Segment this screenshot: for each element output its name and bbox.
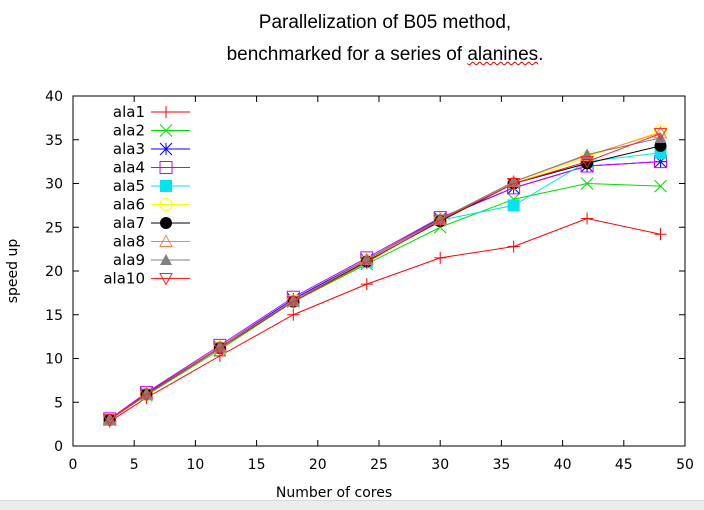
data-point-ala10	[506, 178, 521, 191]
legend-marker	[160, 180, 172, 192]
legend-entry-ala10: ala10	[103, 270, 190, 288]
data-point-ala1	[581, 212, 594, 225]
x-tick-label: 25	[370, 457, 388, 473]
y-tick-label: 10	[45, 352, 63, 368]
legend-marker	[160, 254, 172, 265]
series-line-ala3	[109, 161, 661, 421]
legend-entry-ala8: ala8	[113, 233, 190, 251]
legend-entry-ala2: ala2	[113, 122, 190, 140]
legend-label: ala7	[113, 214, 145, 232]
legend-marker	[159, 142, 173, 156]
legend-label: ala5	[113, 177, 145, 195]
data-point-ala10	[286, 296, 301, 309]
x-tick-label: 35	[492, 457, 510, 473]
legend-label: ala9	[113, 251, 145, 269]
bottom-scrollbar-area	[0, 500, 704, 510]
data-point-ala1	[360, 278, 373, 291]
legend-marker	[159, 161, 173, 174]
y-tick-label: 30	[45, 177, 63, 193]
title-prefix: benchmarked for a series of	[226, 44, 468, 65]
title-misspelled-word: alanines	[467, 44, 539, 65]
legend-label: ala10	[103, 270, 145, 288]
series-line-ala4	[109, 161, 661, 420]
series-line-ala5	[109, 152, 661, 421]
data-point-ala1	[287, 308, 300, 321]
y-tick-label: 40	[45, 89, 63, 105]
legend-entry-ala7: ala7	[113, 214, 190, 232]
data-point-ala10	[213, 342, 227, 356]
legend-label: ala4	[113, 159, 145, 177]
legend-entry-ala5: ala5	[113, 177, 190, 195]
data-point-ala1	[507, 240, 520, 253]
series-ala3	[103, 155, 667, 427]
y-tick-label: 15	[45, 308, 63, 324]
data-point-ala2	[580, 177, 594, 190]
data-point-ala10	[580, 156, 594, 169]
legend-marker	[159, 124, 173, 137]
x-tick-label: 40	[554, 457, 572, 473]
legend-marker	[160, 106, 172, 118]
series-ala1	[103, 212, 667, 428]
x-tick-label: 5	[130, 457, 139, 473]
data-point-ala10	[433, 214, 448, 228]
series-line-ala7	[109, 145, 661, 421]
series-ala7	[103, 139, 667, 426]
data-point-ala5	[507, 199, 520, 212]
legend-label: ala6	[113, 196, 145, 214]
series-line-ala8	[109, 132, 661, 421]
x-tick-label: 45	[615, 457, 633, 473]
data-point-ala10	[102, 414, 117, 427]
title-suffix: .	[538, 44, 544, 65]
y-tick-label: 5	[54, 395, 63, 411]
legend-marker	[159, 198, 173, 211]
x-tick-label: 50	[676, 457, 694, 473]
data-point-ala1	[434, 251, 447, 264]
legend-entry-ala6: ala6	[113, 196, 190, 214]
legend-entry-ala1: ala1	[113, 103, 190, 121]
y-tick-label: 35	[45, 133, 63, 149]
y-tick-label: 20	[45, 264, 63, 280]
chart-title-line1: Parallelization of B05 method,	[258, 12, 512, 33]
series-line-ala6	[109, 130, 661, 421]
data-point-ala1	[654, 228, 667, 241]
series-line-ala2	[109, 182, 661, 421]
chart-title-line2: benchmarked for a series of alanines.	[0, 44, 704, 66]
data-point-ala10	[653, 128, 668, 141]
x-tick-label: 30	[431, 457, 449, 473]
x-tick-label: 10	[186, 457, 204, 473]
y-axis-label: speed up	[5, 239, 21, 304]
legend-marker	[159, 234, 173, 247]
data-point-ala10	[359, 256, 374, 270]
x-axis-label: Number of cores	[276, 485, 392, 501]
series-line-ala9	[109, 137, 661, 421]
series-ala10	[102, 128, 668, 427]
legend-label: ala8	[113, 233, 145, 251]
data-point-ala9	[654, 132, 667, 143]
x-tick-label: 15	[248, 457, 266, 473]
legend-entry-ala3: ala3	[113, 140, 190, 158]
series-ala2	[103, 177, 667, 427]
data-point-ala2	[654, 179, 667, 193]
legend-label: ala3	[113, 140, 145, 158]
series-line-ala10	[109, 133, 661, 421]
legend-entry-ala9: ala9	[113, 251, 190, 269]
x-tick-label: 20	[309, 457, 327, 473]
x-tick-label: 0	[69, 457, 78, 473]
y-tick-label: 0	[54, 439, 63, 455]
y-tick-label: 25	[45, 220, 63, 236]
series-ala4	[103, 155, 668, 426]
legend-marker	[160, 217, 172, 229]
legend-label: ala2	[113, 122, 145, 140]
series-ala6	[103, 124, 668, 427]
legend-label: ala1	[113, 103, 145, 121]
data-point-ala10	[139, 388, 154, 402]
legend-marker	[159, 273, 173, 286]
legend-entry-ala4: ala4	[113, 159, 190, 177]
